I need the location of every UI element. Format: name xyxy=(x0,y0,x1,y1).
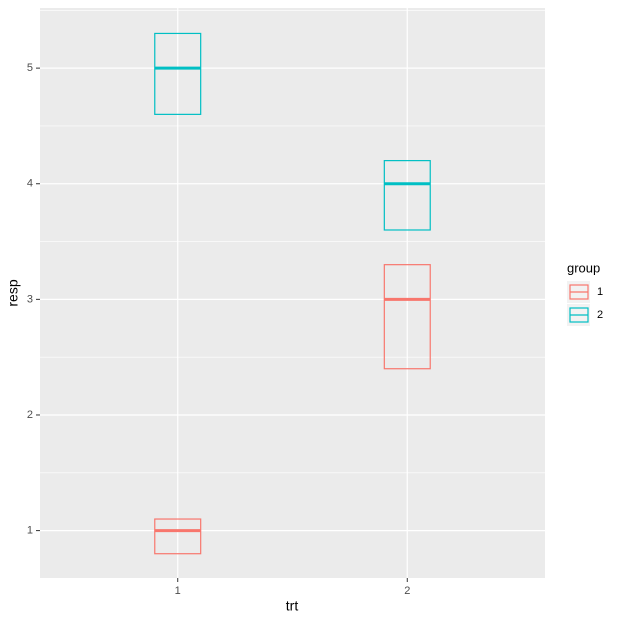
y-tick-label: 1 xyxy=(27,525,33,537)
legend-title: group xyxy=(567,260,600,275)
y-axis-label: resp xyxy=(5,279,21,306)
x-axis-label: trt xyxy=(286,598,299,614)
crossbar-box xyxy=(383,264,431,370)
legend-label: 2 xyxy=(597,309,603,321)
y-tick-label: 5 xyxy=(27,62,33,74)
panel xyxy=(40,8,545,578)
crossbar-box xyxy=(154,32,202,115)
crossbar-box xyxy=(383,160,431,231)
legend-label: 1 xyxy=(597,286,603,298)
x-tick-label: 2 xyxy=(404,585,410,597)
crossbar-box xyxy=(154,518,202,555)
y-tick-label: 2 xyxy=(27,409,33,421)
y-tick-label: 3 xyxy=(27,293,33,305)
y-tick-label: 4 xyxy=(27,178,33,190)
x-tick-label: 1 xyxy=(175,585,181,597)
